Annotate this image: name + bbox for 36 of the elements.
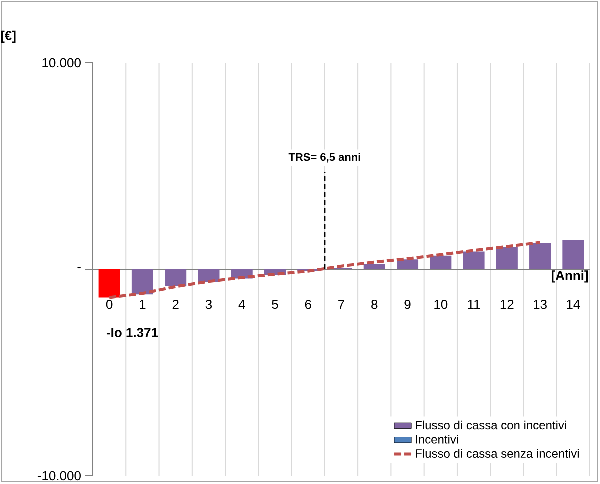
annotation: TRS= 6,5 anni bbox=[288, 153, 360, 163]
x-axis-title: [Anni] bbox=[552, 270, 588, 283]
bar bbox=[132, 269, 154, 295]
y-axis-title: [€] bbox=[1, 30, 16, 43]
x-tick-label: 0 bbox=[106, 300, 113, 310]
bar bbox=[463, 252, 485, 270]
bar bbox=[364, 264, 386, 270]
x-tick-label: 8 bbox=[372, 300, 378, 310]
x-tick-label: 9 bbox=[404, 300, 411, 310]
y-tick-label: - bbox=[78, 268, 81, 269]
x-tick-label: 1 bbox=[140, 300, 146, 309]
legend-label: Flusso di cassa senza incentivi bbox=[416, 449, 579, 458]
line-series bbox=[108, 241, 542, 300]
bar bbox=[530, 243, 552, 270]
x-tick-label: 7 bbox=[338, 300, 344, 309]
bar bbox=[430, 256, 452, 270]
bar bbox=[165, 269, 187, 286]
x-tick-label: 5 bbox=[272, 300, 278, 310]
x-tick-label: 4 bbox=[238, 300, 246, 309]
bar bbox=[397, 260, 419, 270]
x-tick-label: 6 bbox=[305, 300, 312, 310]
x-tick-label: 11 bbox=[468, 300, 480, 309]
bar bbox=[496, 247, 518, 270]
x-tick-label: 10 bbox=[434, 300, 448, 310]
annotation: -Io 1.371 bbox=[106, 328, 158, 338]
x-tick-label: 13 bbox=[534, 300, 547, 310]
y-tick-label: 10.000 bbox=[42, 58, 81, 68]
x-tick-label: 2 bbox=[172, 300, 179, 310]
legend-label: Flusso di cassa con incentivi bbox=[416, 420, 566, 430]
y-tick-label: -10.000 bbox=[38, 471, 81, 481]
x-tick-label: 14 bbox=[567, 300, 580, 309]
bar bbox=[562, 240, 584, 270]
legend-label: Incentivi bbox=[416, 435, 458, 444]
bar bbox=[98, 269, 120, 298]
x-tick-label: 3 bbox=[206, 300, 212, 310]
x-tick-label: 12 bbox=[500, 300, 514, 310]
